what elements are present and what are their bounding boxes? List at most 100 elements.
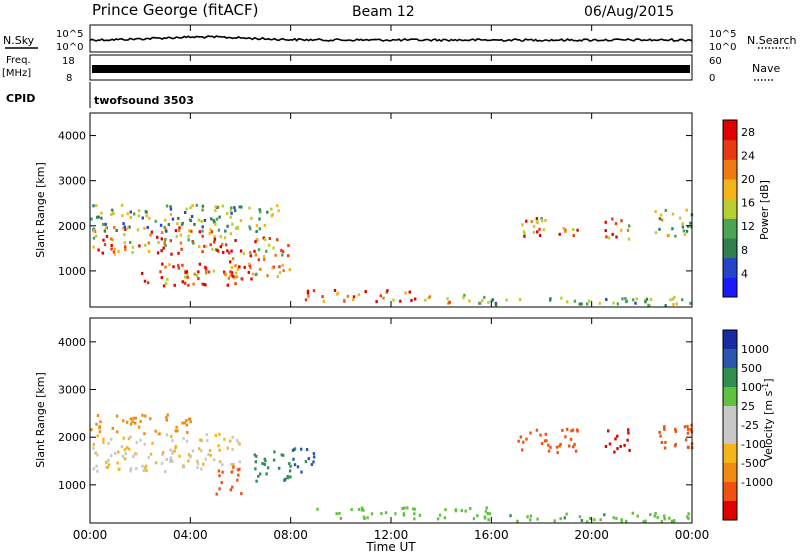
data-cell — [438, 513, 442, 517]
data-cell — [255, 454, 258, 458]
data-cell — [406, 506, 409, 510]
data-cell — [263, 238, 267, 241]
data-cell — [253, 453, 256, 457]
data-cell — [310, 463, 314, 466]
data-cell — [448, 300, 451, 304]
data-cell — [113, 247, 117, 251]
data-cell — [238, 265, 241, 269]
data-cell — [181, 421, 184, 425]
x-tick-label: 00:00 — [675, 528, 710, 542]
data-cell — [207, 452, 210, 456]
data-cell — [159, 223, 163, 227]
data-cell — [647, 303, 650, 307]
data-cell — [189, 219, 193, 223]
data-cell — [169, 207, 173, 211]
data-cell — [312, 460, 315, 464]
data-cell — [616, 302, 620, 306]
data-cell — [338, 511, 341, 515]
x-tick-label: 08:00 — [273, 528, 308, 542]
data-cell — [193, 272, 196, 276]
data-cell — [276, 238, 279, 242]
data-cell — [175, 425, 178, 429]
data-cell — [171, 439, 174, 443]
data-cell — [576, 429, 579, 433]
data-cell — [394, 512, 397, 516]
data-cell — [97, 248, 100, 252]
data-cell — [210, 217, 213, 221]
data-cell — [239, 249, 243, 253]
data-cell — [276, 275, 279, 279]
data-cell — [483, 295, 486, 299]
data-cell — [674, 234, 677, 238]
colorbar-tick: 4 — [741, 267, 748, 280]
data-cell — [620, 228, 623, 232]
data-cell — [612, 301, 615, 305]
data-cell — [129, 210, 132, 214]
data-cell — [208, 449, 212, 452]
data-cell — [352, 298, 355, 302]
data-cell — [236, 438, 239, 442]
data-cell — [272, 458, 276, 462]
data-cell — [144, 210, 148, 214]
data-cell — [128, 447, 131, 451]
data-cell — [218, 487, 221, 491]
data-cell — [231, 257, 235, 261]
data-cell — [110, 244, 113, 247]
data-cell — [572, 445, 575, 449]
freq-tick-bottom: 8 — [66, 73, 72, 84]
data-cell — [242, 252, 245, 256]
data-cell — [605, 235, 608, 239]
data-cell — [107, 463, 111, 467]
data-cell — [481, 299, 484, 303]
data-cell — [526, 515, 529, 519]
data-cell — [226, 446, 230, 450]
data-cell — [223, 236, 227, 240]
data-cell — [169, 460, 172, 463]
data-cell — [558, 232, 561, 236]
data-cell — [203, 218, 207, 222]
data-cell — [249, 251, 252, 254]
data-cell — [231, 222, 234, 226]
data-cell — [280, 248, 283, 252]
data-cell — [205, 433, 208, 437]
data-cell — [565, 427, 569, 431]
data-cell — [627, 431, 630, 435]
y-tick-label: 1000 — [58, 479, 86, 492]
data-cell — [663, 514, 666, 518]
data-cell — [649, 513, 652, 516]
data-cell — [254, 273, 258, 277]
data-cell — [360, 506, 364, 510]
colorbar-swatch — [723, 139, 737, 160]
freq-tick-top: 18 — [62, 56, 75, 67]
data-cell — [97, 215, 100, 219]
data-cell — [604, 445, 608, 448]
data-cell — [200, 449, 203, 453]
y-tick-label: 3000 — [58, 384, 86, 397]
data-cell — [184, 269, 187, 273]
data-cell — [218, 448, 221, 452]
data-cell — [570, 429, 573, 433]
data-cell — [364, 290, 367, 294]
data-cell — [271, 266, 274, 270]
data-cell — [255, 230, 258, 233]
data-cell — [199, 438, 202, 442]
data-cell — [249, 254, 252, 258]
data-cell — [222, 250, 225, 254]
data-cell — [214, 209, 217, 213]
data-cell — [357, 507, 361, 511]
data-cell — [288, 462, 291, 466]
data-cell — [124, 227, 127, 231]
data-cell — [292, 457, 295, 461]
data-cell — [204, 457, 207, 461]
data-cell — [184, 275, 187, 279]
data-cell — [178, 454, 181, 458]
power-y-axis: 1000 2000 3000 4000 — [58, 130, 692, 278]
data-cell — [133, 212, 136, 216]
data-cell — [362, 515, 366, 519]
data-cell — [122, 436, 125, 440]
data-cell — [190, 229, 193, 233]
data-cell — [613, 450, 616, 454]
data-cell — [644, 519, 647, 523]
data-cell — [129, 435, 132, 439]
data-cell — [204, 265, 207, 269]
